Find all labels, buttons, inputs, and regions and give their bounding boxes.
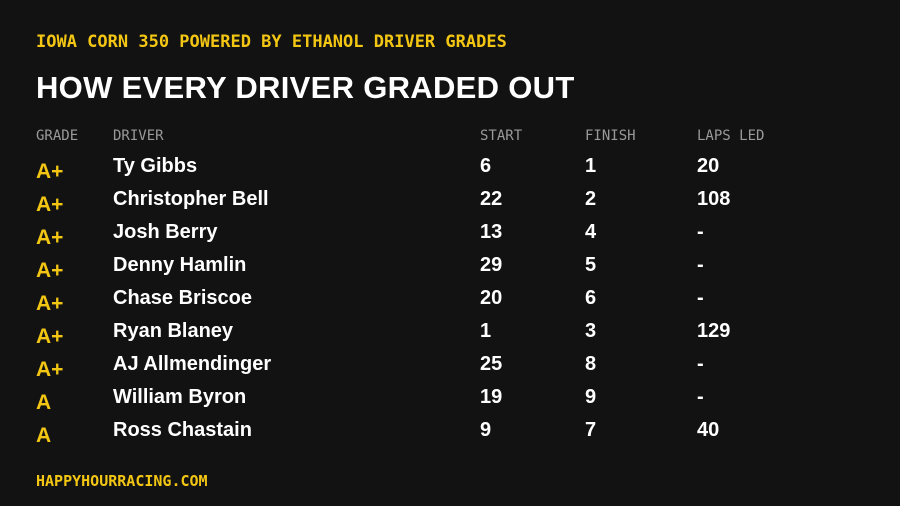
grade: A+ xyxy=(36,259,64,282)
stat: 6 xyxy=(585,287,597,309)
driver-name: Chase Briscoe xyxy=(113,287,252,309)
stat: 13 xyxy=(480,221,503,243)
stat: 9 xyxy=(480,419,492,441)
column-header: GRADE xyxy=(36,128,79,144)
column-header: LAPS LED xyxy=(697,128,765,144)
stat: - xyxy=(697,386,704,408)
grade: A+ xyxy=(36,226,64,249)
grade: A+ xyxy=(36,358,64,381)
stat: 3 xyxy=(585,320,597,342)
grade: A+ xyxy=(36,325,64,348)
stat: 20 xyxy=(480,287,503,309)
stat: - xyxy=(697,221,704,243)
stat: 8 xyxy=(585,353,597,375)
stat: 29 xyxy=(480,254,503,276)
stat: 2 xyxy=(585,188,597,210)
driver-name: Ryan Blaney xyxy=(113,320,234,342)
stat: 5 xyxy=(585,254,597,276)
source: HAPPYHOURRACING.COM xyxy=(36,472,208,490)
stat: 108 xyxy=(697,188,731,210)
stat: 129 xyxy=(697,320,731,342)
stat: - xyxy=(697,254,704,276)
stat: 7 xyxy=(585,419,597,441)
driver-name: William Byron xyxy=(113,386,247,408)
subtitle: IOWA CORN 350 POWERED BY ETHANOL DRIVER … xyxy=(36,32,507,52)
stat: 20 xyxy=(697,155,720,177)
stat: 1 xyxy=(480,320,492,342)
stat: 1 xyxy=(585,155,597,177)
driver-name: Ross Chastain xyxy=(113,419,252,441)
column-header: START xyxy=(480,128,523,144)
stat: - xyxy=(697,287,704,309)
stat: 9 xyxy=(585,386,597,408)
grade: A xyxy=(36,391,52,414)
stat: 19 xyxy=(480,386,503,408)
driver-name: Josh Berry xyxy=(113,221,218,243)
grade: A xyxy=(36,424,52,447)
column-header: FINISH xyxy=(585,128,636,144)
driver-name: Ty Gibbs xyxy=(113,155,198,177)
driver-name: AJ Allmendinger xyxy=(113,353,272,375)
grade: A+ xyxy=(36,292,64,315)
grade: A+ xyxy=(36,193,64,216)
title: HOW EVERY DRIVER GRADED OUT xyxy=(36,70,575,105)
stat: 4 xyxy=(585,221,597,243)
stat: - xyxy=(697,353,704,375)
stat: 22 xyxy=(480,188,503,210)
stat: 40 xyxy=(697,419,720,441)
column-header: DRIVER xyxy=(113,128,164,144)
driver-name: Denny Hamlin xyxy=(113,254,247,276)
stat: 6 xyxy=(480,155,492,177)
stat: 25 xyxy=(480,353,503,375)
driver-name: Christopher Bell xyxy=(113,188,269,210)
grade: A+ xyxy=(36,160,64,183)
